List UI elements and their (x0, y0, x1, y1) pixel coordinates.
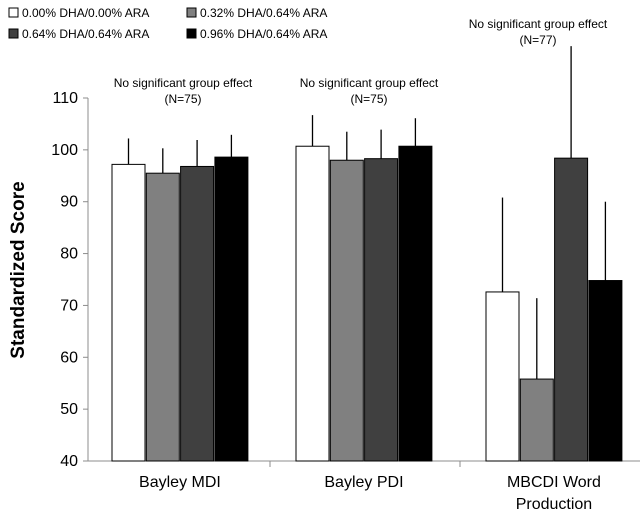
y-axis-label: Standardized Score (8, 181, 29, 358)
x-tick-label: MBCDI Word (507, 474, 601, 491)
legend-label: 0.64% DHA/0.64% ARA (22, 27, 149, 41)
y-tick-label: 60 (60, 349, 78, 366)
error-bars (127, 46, 607, 380)
legend-swatch (8, 7, 19, 18)
legend-label: 0.96% DHA/0.64% ARA (200, 27, 327, 41)
legend-swatch (186, 7, 197, 18)
y-tick-label: 80 (60, 246, 78, 263)
bar (588, 280, 623, 462)
bar (180, 165, 215, 462)
bar (295, 145, 330, 462)
annotations: No significant group effect (N=75) No sign… (114, 17, 608, 106)
legend-swatch (186, 28, 197, 39)
bar (111, 163, 146, 462)
y-tick-label: 100 (51, 142, 78, 159)
x-tick-label: Production (516, 496, 593, 513)
annotation-text: (N=75) (164, 92, 201, 106)
bar (519, 378, 554, 462)
legend-label: 0.00% DHA/0.00% ARA (22, 6, 149, 20)
legend: 0.00% DHA/0.00% ARA 0.32% DHA/0.64% ARA 0.… (8, 6, 327, 41)
bars (111, 145, 623, 462)
y-tick-label: 70 (60, 297, 78, 314)
bar (214, 156, 249, 462)
x-tick-label: Bayley MDI (139, 474, 221, 491)
bar (364, 158, 399, 462)
annotation-text: (N=75) (350, 92, 387, 106)
bar (485, 291, 520, 462)
y-axis: 40 50 60 70 80 90 100 110 (51, 90, 89, 470)
bar (398, 145, 433, 462)
y-tick-label: 110 (52, 90, 78, 107)
y-tick-label: 40 (60, 453, 78, 470)
annotation-text: No significant group effect (469, 17, 608, 31)
bar (554, 157, 589, 462)
bar (145, 172, 180, 462)
legend-swatch (8, 28, 19, 39)
annotation-text: (N=77) (519, 33, 556, 47)
annotation-text: No significant group effect (114, 76, 253, 90)
legend-label: 0.32% DHA/0.64% ARA (200, 6, 327, 20)
y-tick-label: 90 (60, 194, 78, 211)
bar (329, 159, 364, 462)
x-axis: Bayley MDI Bayley PDI MBCDI Word Production (88, 460, 640, 513)
x-tick-label: Bayley PDI (324, 474, 403, 491)
y-tick-label: 50 (60, 401, 78, 418)
annotation-text: No significant group effect (300, 76, 439, 90)
